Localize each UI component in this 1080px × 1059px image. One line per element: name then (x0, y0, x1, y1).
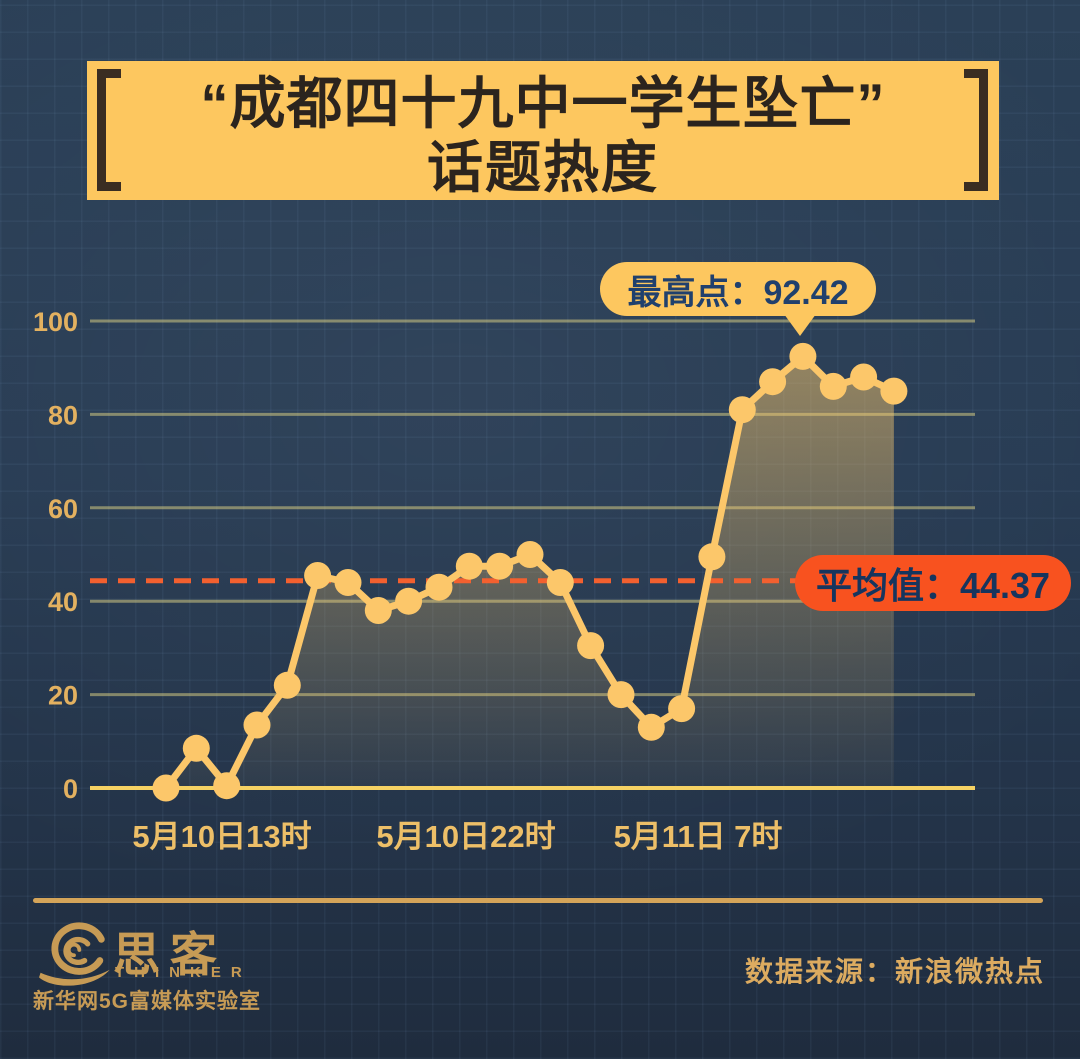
x-axis-tick-label: 5月11日 7时 (614, 819, 783, 854)
title-line-2: 话题热度 (427, 136, 659, 199)
data-point (546, 569, 574, 596)
y-axis-tick-label: 100 (33, 307, 78, 337)
logo-wordmark-cn: 思客 (113, 928, 227, 981)
y-axis-tick-label: 20 (48, 681, 78, 711)
data-point (637, 713, 665, 741)
y-axis-tick-label: 0 (63, 774, 78, 804)
callout-tail-icon (784, 314, 816, 336)
peak-callout-label: 最高点：92.42 (627, 273, 849, 312)
peak-callout: 最高点：92.42 (600, 262, 876, 336)
data-point (819, 372, 847, 400)
data-point (182, 734, 210, 762)
area-fill (166, 356, 894, 788)
data-point (395, 587, 423, 615)
data-point (213, 772, 241, 800)
data-point (789, 342, 817, 370)
data-point (698, 543, 726, 571)
left-bracket-icon (97, 69, 121, 191)
data-point (759, 368, 787, 396)
x-axis-tick-label: 5月10日13时 (132, 819, 311, 854)
y-axis-tick-label: 60 (48, 494, 78, 524)
average-callout: 平均值：44.37 (795, 555, 1071, 611)
data-point (880, 377, 908, 405)
x-axis-tick-label: 5月10日22时 (376, 819, 555, 854)
logo-wordmark-en: THINKER (115, 964, 252, 981)
data-point (152, 774, 180, 802)
data-point (425, 573, 453, 601)
data-point (364, 597, 392, 624)
footer-divider (33, 898, 1043, 903)
y-axis-tick-label: 80 (48, 400, 78, 430)
data-source-note: 数据来源：新浪微热点 (744, 956, 1045, 987)
data-point (243, 711, 271, 739)
data-point (486, 552, 514, 580)
data-point (850, 363, 878, 391)
data-point (728, 396, 756, 424)
right-bracket-icon (964, 69, 988, 191)
y-axis-tick-label: 40 (48, 587, 78, 617)
data-point (273, 671, 301, 699)
data-point (304, 562, 332, 589)
title-box: “成都四十九中一学生坠亡” 话题热度 (87, 61, 999, 200)
data-point (607, 681, 635, 709)
data-point (668, 695, 696, 723)
data-point (577, 632, 605, 660)
average-callout-label: 平均值：44.37 (815, 565, 1051, 606)
title-line-1: “成都四十九中一学生坠亡” (200, 72, 886, 135)
data-point (334, 569, 362, 596)
data-point (455, 552, 483, 580)
logo-organization: 新华网5G富媒体实验室 (33, 990, 262, 1013)
data-point (516, 541, 544, 568)
thinker-spiral-icon (39, 922, 110, 986)
